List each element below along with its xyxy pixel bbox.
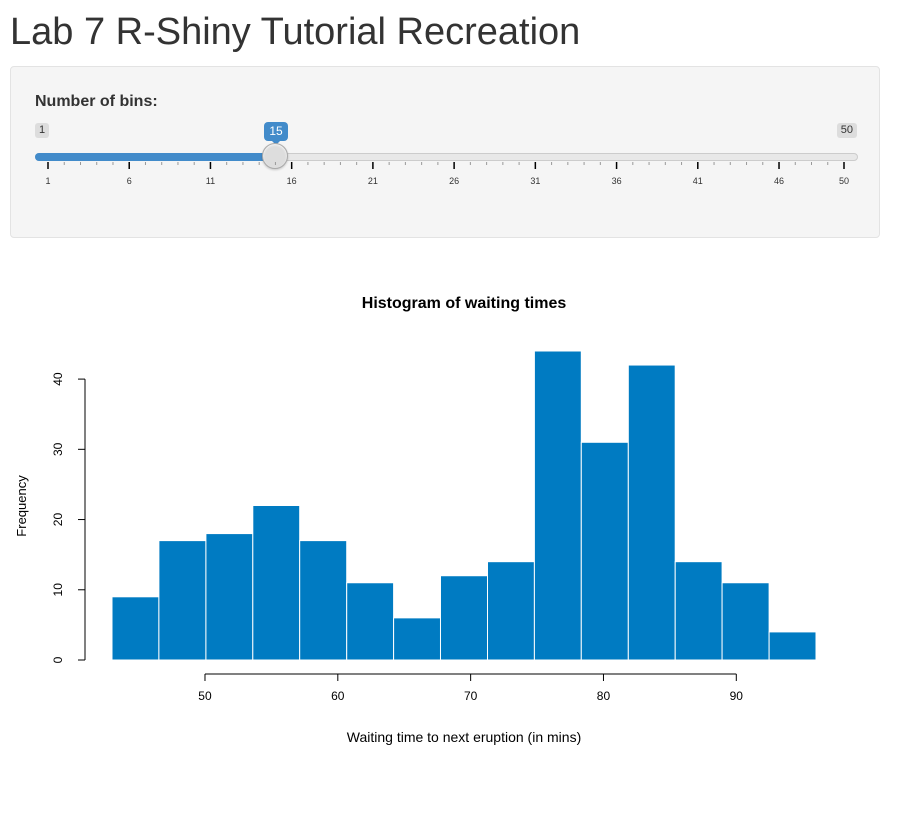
- histogram-bar: [252, 505, 301, 661]
- y-axis-label: Frequency: [14, 475, 29, 537]
- x-tick-label: 60: [331, 689, 345, 703]
- slider-grid-label: 26: [449, 176, 459, 186]
- slider-grid-label: 50: [839, 176, 849, 186]
- histogram-bar: [580, 441, 629, 661]
- histogram-bar: [721, 582, 770, 661]
- histogram-bar: [627, 364, 676, 661]
- x-axis-label: Waiting time to next eruption (in mins): [347, 729, 581, 745]
- slider-grid-label: 46: [774, 176, 784, 186]
- histogram-bar: [768, 631, 817, 661]
- slider-grid-label: 41: [693, 176, 703, 186]
- x-tick-label: 80: [597, 689, 611, 703]
- slider-value-label: 15: [264, 122, 288, 145]
- slider-grid: 1 6 11 16 21 26 31 36 41 46 50: [45, 162, 849, 186]
- slider-min-label: 1: [35, 123, 50, 138]
- slider-grid-label: 16: [287, 176, 297, 186]
- histogram-bar: [158, 540, 207, 661]
- x-tick-label: 90: [730, 689, 744, 703]
- y-tick-label: 40: [51, 372, 65, 386]
- slider-grid-label: 21: [368, 176, 378, 186]
- chart-title: Histogram of waiting times: [362, 295, 567, 312]
- slider-handle[interactable]: [262, 143, 288, 169]
- slider-grid-label: 11: [206, 176, 215, 186]
- histogram-bar: [487, 561, 535, 661]
- x-tick-label: 70: [464, 689, 478, 703]
- slider-grid-label: 6: [127, 176, 132, 186]
- app-title: Lab 7 R-Shiny Tutorial Recreation: [10, 11, 581, 53]
- y-tick-label: 20: [51, 513, 65, 527]
- bins-slider-label: Number of bins:: [35, 93, 158, 110]
- histogram-bar: [346, 582, 395, 661]
- y-tick-label: 30: [51, 442, 65, 456]
- x-tick-label: 50: [198, 689, 212, 703]
- y-tick-label: 0: [51, 656, 65, 663]
- histogram-bar: [674, 561, 723, 661]
- slider-grid-label: 1: [45, 176, 50, 186]
- slider-fill-bar: [35, 153, 275, 161]
- y-tick-label: 10: [51, 583, 65, 597]
- histogram-bar: [111, 596, 160, 661]
- histogram-bar: [299, 540, 348, 661]
- histogram-bar: [393, 617, 441, 661]
- histogram-bar: [533, 350, 582, 661]
- histogram-plot: Histogram of waiting times 50 60 70 80 90 Wait…: [14, 295, 817, 745]
- histogram-bar: [439, 575, 489, 661]
- slider-grid-label: 31: [530, 176, 540, 186]
- slider-grid-label: 36: [612, 176, 622, 186]
- sidebar-panel: Number of bins: 1 50 15 1 6 11 16 21 26 31 36 41…: [10, 66, 880, 238]
- slider-max-label: 50: [836, 123, 857, 138]
- histogram-bar: [205, 533, 254, 661]
